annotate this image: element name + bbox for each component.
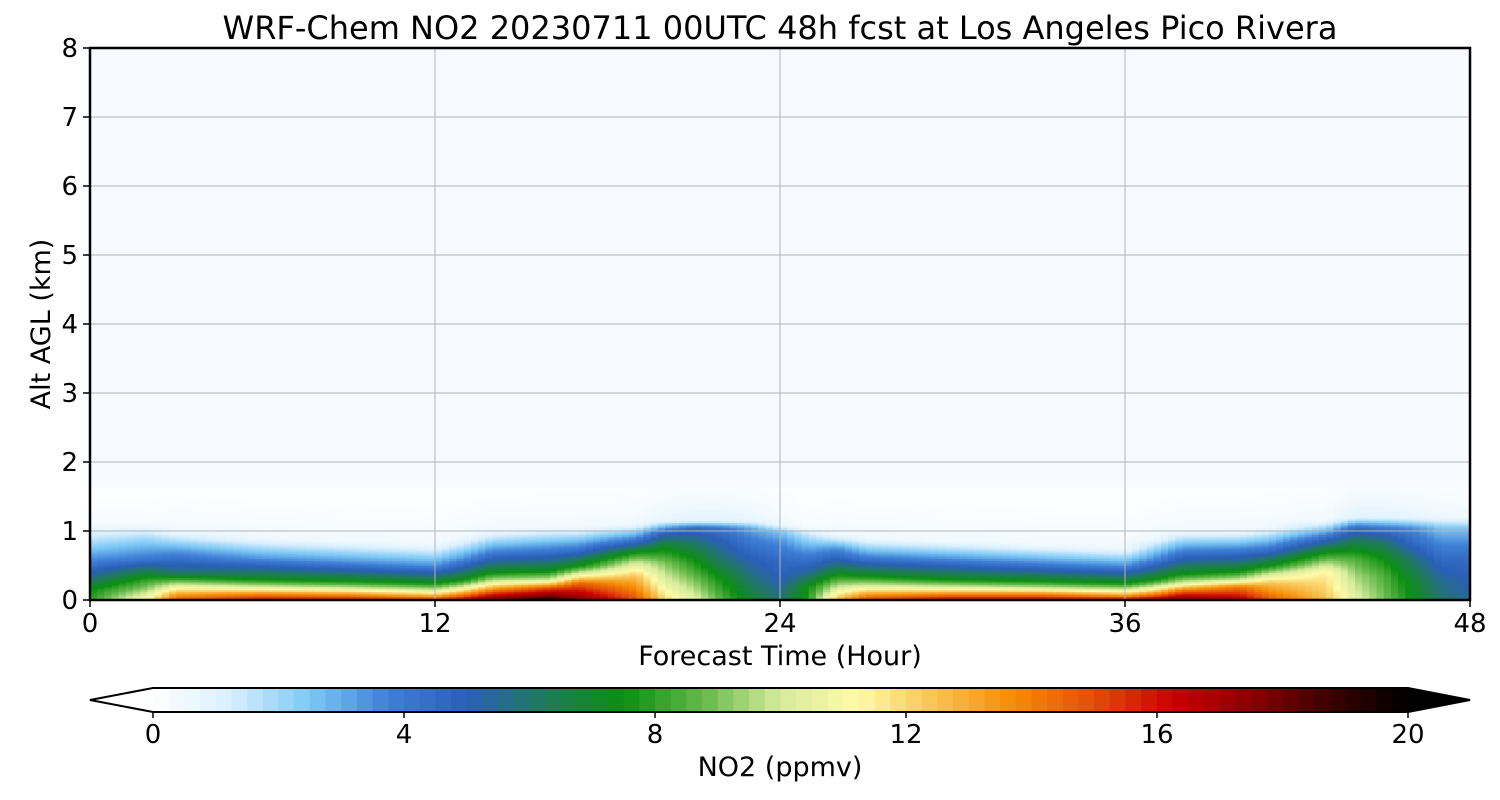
heatmap-cell	[485, 488, 493, 490]
heatmap-cell	[219, 488, 227, 490]
heatmap-cell	[183, 488, 191, 490]
heatmap-cell	[126, 488, 134, 490]
heatmap-cell	[97, 488, 105, 490]
heatmap-cell	[263, 488, 271, 490]
heatmap-cell	[428, 488, 436, 490]
heatmap-cell	[119, 488, 127, 490]
heatmap-cell	[327, 488, 335, 490]
heatmap-cell	[464, 488, 472, 490]
heatmap-cell	[155, 488, 163, 490]
heatmap-cell	[406, 488, 414, 490]
heatmap-cell	[205, 488, 213, 490]
heatmap-cell	[471, 488, 479, 490]
heatmap-cell	[313, 488, 321, 490]
heatmap-cell	[349, 488, 357, 490]
heatmap-cell	[478, 488, 486, 490]
heatmap-cell	[227, 488, 235, 490]
heatmap-cell	[270, 488, 278, 490]
heatmap-cell	[385, 488, 393, 490]
heatmap-cell	[500, 488, 508, 490]
heatmap-cell	[320, 488, 328, 490]
heatmap-cell	[543, 488, 551, 490]
heatmap-cell	[572, 488, 580, 490]
heatmap-cell	[514, 488, 522, 490]
heatmap-cell	[248, 488, 256, 490]
heatmap-cell	[457, 488, 465, 490]
heatmap-cell	[600, 488, 608, 490]
heatmap-cell	[198, 488, 206, 490]
heatmap-cell	[392, 488, 400, 490]
heatmap-cell	[104, 488, 112, 490]
heatmap-cell	[306, 488, 314, 490]
heatmap-cell	[521, 488, 529, 490]
heatmap-cell	[191, 488, 199, 490]
heatmap-cell	[112, 488, 120, 490]
heatmap-cell	[133, 488, 141, 490]
heatmap-cell	[169, 488, 177, 490]
heatmap-cell	[342, 488, 350, 490]
chart-title: WRF-Chem NO2 20230711 00UTC 48h fcst at …	[223, 9, 1338, 47]
heatmap-cell	[334, 488, 342, 490]
heatmap-cell	[536, 488, 544, 490]
heatmap-cell	[413, 488, 421, 490]
heatmap-cell	[435, 488, 443, 490]
heatmap-cell	[528, 488, 536, 490]
heatmap-cell	[593, 488, 601, 490]
heatmap-cell	[550, 488, 558, 490]
heatmap-cell	[557, 488, 565, 490]
heatmap-cell	[241, 488, 249, 490]
heatmap-cell	[370, 488, 378, 490]
heatmap-cell	[493, 488, 501, 490]
heatmap-cell	[298, 488, 306, 490]
heatmap-cell	[148, 488, 156, 490]
heatmap-cell	[140, 488, 148, 490]
heatmap-cell	[277, 488, 285, 490]
heatmap-cell	[284, 488, 292, 490]
heatmap-cell	[162, 488, 170, 490]
heatmap-cell	[363, 488, 371, 490]
heatmap-cell	[564, 488, 572, 490]
heatmap-cell	[378, 488, 386, 490]
heatmap-cell	[356, 488, 364, 490]
heatmap-cell	[421, 488, 429, 490]
no2-time-height-chart: WRF-Chem NO2 20230711 00UTC 48h fcst at …	[0, 0, 1500, 800]
heatmap-cell	[234, 488, 242, 490]
heatmap-cell	[629, 488, 637, 490]
heatmap-cell	[586, 488, 594, 490]
heatmap-cell	[291, 488, 299, 490]
heatmap-cell	[449, 488, 457, 490]
heatmap-cell	[615, 488, 623, 490]
heatmap-cell	[255, 488, 263, 490]
heatmap-cell	[176, 488, 184, 490]
heatmap-cell	[399, 488, 407, 490]
heatmap-cell	[212, 488, 220, 490]
heatmap-cell	[507, 488, 515, 490]
heatmap-cell	[608, 488, 616, 490]
heatmap-cell	[622, 488, 630, 490]
heatmap-cell	[579, 488, 587, 490]
heatmap-cell	[442, 488, 450, 490]
